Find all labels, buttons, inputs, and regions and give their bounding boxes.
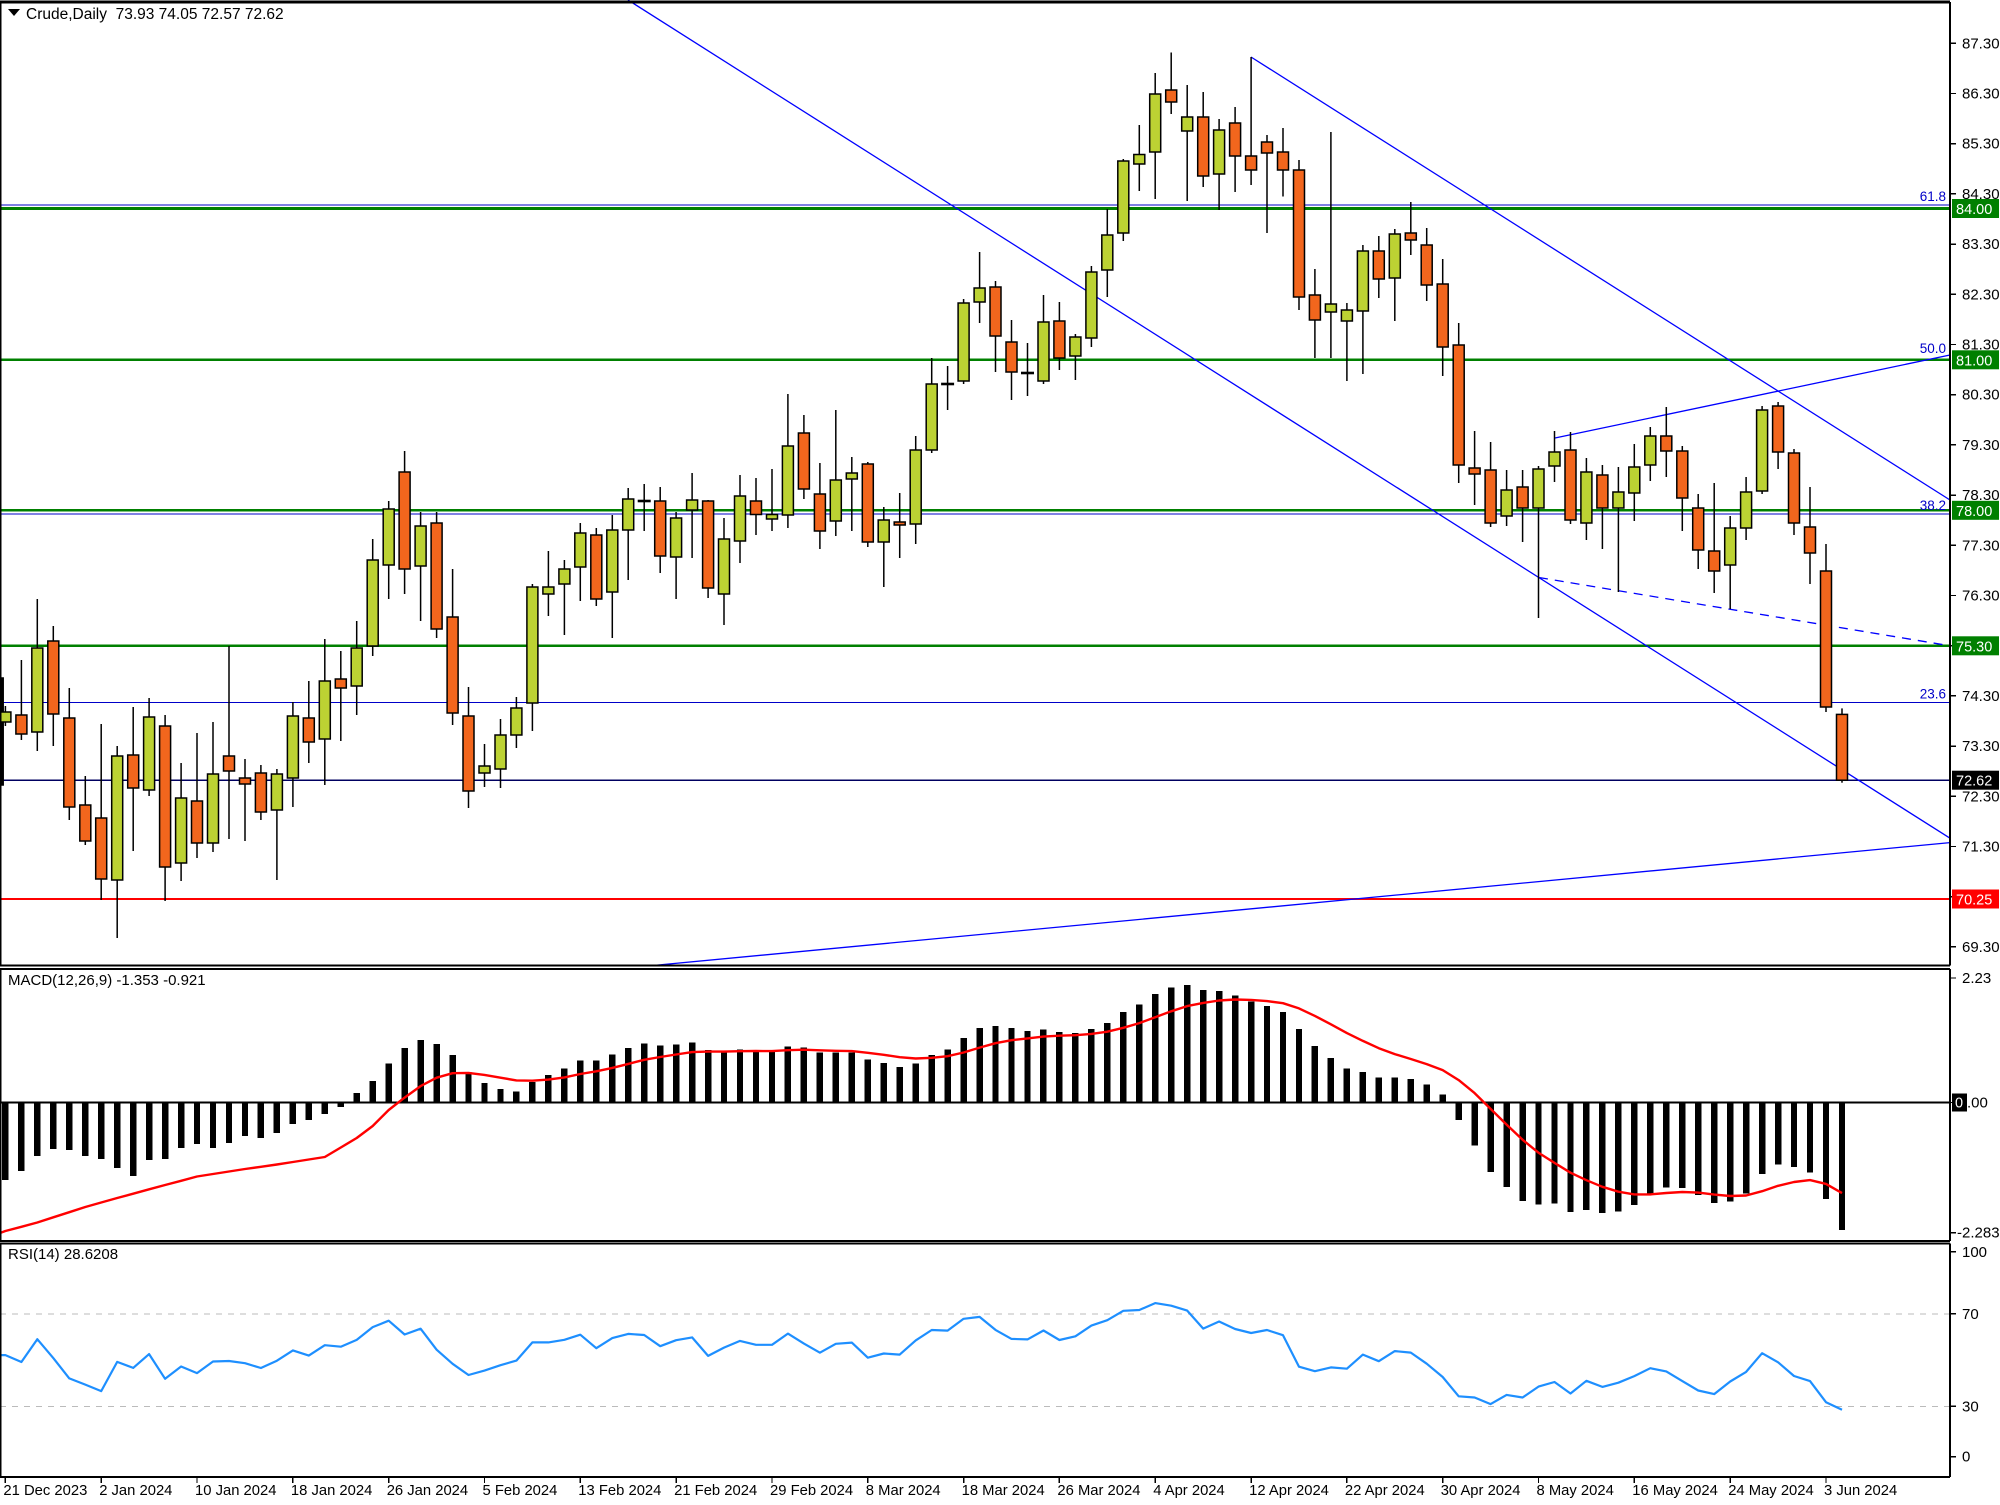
svg-text:23.6: 23.6 xyxy=(1920,687,1946,702)
svg-text:81.00: 81.00 xyxy=(1956,353,1992,369)
svg-text:78.30: 78.30 xyxy=(1962,487,2000,504)
svg-text:82.30: 82.30 xyxy=(1962,286,2000,303)
svg-text:73.30: 73.30 xyxy=(1962,738,2000,755)
svg-text:29 Feb 2024: 29 Feb 2024 xyxy=(770,1483,853,1499)
svg-text:2.23: 2.23 xyxy=(1962,970,1991,987)
svg-text:.00: .00 xyxy=(1967,1095,1988,1112)
svg-text:26 Jan 2024: 26 Jan 2024 xyxy=(387,1483,468,1499)
svg-text:3 Jun 2024: 3 Jun 2024 xyxy=(1824,1483,1897,1499)
svg-text:16 May 2024: 16 May 2024 xyxy=(1632,1483,1718,1499)
svg-text:84.00: 84.00 xyxy=(1956,202,1992,218)
svg-text:22 Apr 2024: 22 Apr 2024 xyxy=(1345,1483,1425,1499)
svg-text:84.30: 84.30 xyxy=(1962,186,2000,203)
svg-text:72.30: 72.30 xyxy=(1962,788,2000,805)
svg-text:71.30: 71.30 xyxy=(1962,839,2000,856)
svg-text:0: 0 xyxy=(1955,1096,1963,1112)
svg-text:87.30: 87.30 xyxy=(1962,35,2000,52)
svg-text:13 Feb 2024: 13 Feb 2024 xyxy=(578,1483,661,1499)
svg-text:76.30: 76.30 xyxy=(1962,588,2000,605)
svg-text:70: 70 xyxy=(1962,1306,1979,1323)
svg-text:12 Apr 2024: 12 Apr 2024 xyxy=(1249,1483,1329,1499)
svg-text:24 May 2024: 24 May 2024 xyxy=(1728,1483,1814,1499)
svg-text:8 Mar 2024: 8 Mar 2024 xyxy=(866,1483,941,1499)
svg-text:77.30: 77.30 xyxy=(1962,537,2000,554)
svg-text:30 Apr 2024: 30 Apr 2024 xyxy=(1441,1483,1521,1499)
svg-text:0: 0 xyxy=(1962,1449,1970,1466)
svg-text:74.30: 74.30 xyxy=(1962,688,2000,705)
svg-text:8 May 2024: 8 May 2024 xyxy=(1537,1483,1614,1499)
svg-text:38.2: 38.2 xyxy=(1920,498,1946,513)
svg-text:30: 30 xyxy=(1962,1398,1979,1415)
svg-text:72.62: 72.62 xyxy=(1956,774,1992,790)
svg-text:85.30: 85.30 xyxy=(1962,136,2000,153)
svg-text:18 Mar 2024: 18 Mar 2024 xyxy=(962,1483,1045,1499)
svg-text:78.00: 78.00 xyxy=(1956,504,1992,520)
svg-text:69.30: 69.30 xyxy=(1962,939,2000,956)
svg-text:86.30: 86.30 xyxy=(1962,86,2000,103)
svg-text:2 Jan 2024: 2 Jan 2024 xyxy=(99,1483,172,1499)
svg-text:61.8: 61.8 xyxy=(1920,189,1946,204)
svg-text:100: 100 xyxy=(1962,1244,1987,1261)
svg-text:-2.283: -2.283 xyxy=(1957,1225,2000,1242)
svg-text:26 Mar 2024: 26 Mar 2024 xyxy=(1057,1483,1140,1499)
svg-text:10 Jan 2024: 10 Jan 2024 xyxy=(195,1483,276,1499)
svg-text:81.30: 81.30 xyxy=(1962,337,2000,354)
svg-text:70.25: 70.25 xyxy=(1956,893,1992,909)
svg-text:Crude,Daily 73.93 74.05 72.57: Crude,Daily 73.93 74.05 72.57 72.62 xyxy=(26,6,284,23)
svg-text:83.30: 83.30 xyxy=(1962,236,2000,253)
svg-text:79.30: 79.30 xyxy=(1962,437,2000,454)
svg-text:80.30: 80.30 xyxy=(1962,387,2000,404)
svg-text:50.0: 50.0 xyxy=(1920,341,1946,356)
svg-text:MACD(12,26,9) -1.353 -0.921: MACD(12,26,9) -1.353 -0.921 xyxy=(8,972,206,989)
svg-text:4 Apr 2024: 4 Apr 2024 xyxy=(1153,1483,1225,1499)
svg-text:75.30: 75.30 xyxy=(1956,639,1992,655)
svg-text:18 Jan 2024: 18 Jan 2024 xyxy=(291,1483,372,1499)
svg-text:5 Feb 2024: 5 Feb 2024 xyxy=(483,1483,558,1499)
svg-text:21 Feb 2024: 21 Feb 2024 xyxy=(674,1483,757,1499)
svg-text:RSI(14) 28.6208: RSI(14) 28.6208 xyxy=(8,1246,118,1263)
svg-text:21 Dec 2023: 21 Dec 2023 xyxy=(3,1483,87,1499)
